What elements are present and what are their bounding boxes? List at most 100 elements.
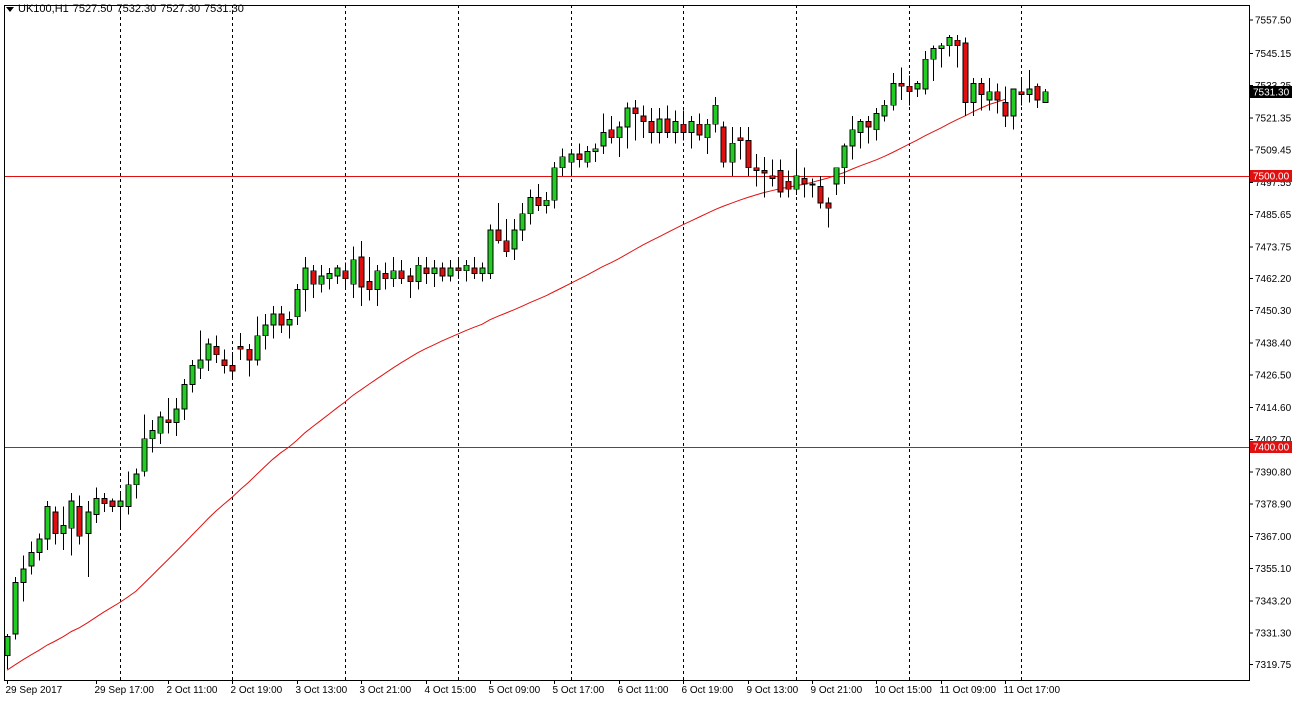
x-tick-label: 3 Oct 21:00 (360, 685, 412, 696)
candle (535, 183, 542, 212)
candle-body (503, 240, 510, 253)
candle-body (1002, 102, 1009, 117)
candle-body (407, 275, 414, 282)
candle-body (793, 175, 800, 190)
candle-body (616, 126, 623, 139)
candle-body (342, 270, 349, 280)
candle (704, 118, 711, 155)
candle (873, 108, 880, 141)
candle (624, 102, 631, 149)
candle (487, 224, 494, 279)
candle-body (197, 359, 204, 369)
candle-body (173, 408, 180, 423)
candle-body (423, 267, 430, 274)
candle-body (938, 45, 945, 49)
y-tick-label: 7319.75 (1255, 660, 1292, 671)
current-price-tag: 7531.30 (1253, 88, 1290, 99)
candle (664, 105, 671, 138)
candle (479, 262, 486, 282)
candle-body (881, 104, 888, 117)
candle (254, 316, 261, 366)
candle-body (592, 148, 599, 152)
candle-body (696, 123, 703, 136)
level-tag-label: 7400.00 (1253, 443, 1290, 454)
candle (173, 398, 180, 437)
candle (431, 259, 438, 287)
candle (76, 495, 83, 545)
candle (543, 192, 550, 214)
candle-body (712, 104, 719, 125)
x-tick-label: 29 Sep 17:00 (95, 685, 155, 696)
candle (157, 411, 164, 445)
candle (954, 34, 961, 68)
candle-body (914, 83, 921, 90)
candle (986, 78, 993, 111)
candle-body (608, 129, 615, 139)
dropdown-triangle-icon[interactable] (6, 6, 14, 12)
candle-body (398, 270, 405, 280)
candle (141, 414, 148, 477)
candle-body (519, 213, 526, 231)
candle-body (857, 121, 864, 133)
candle-body (825, 202, 832, 209)
candle-body (576, 153, 583, 160)
y-tick-label: 7331.30 (1255, 629, 1292, 640)
candle (165, 398, 172, 434)
candle-body (366, 281, 373, 291)
candle-body (632, 107, 639, 114)
y-tick-label: 7497.55 (1255, 178, 1292, 189)
candle (93, 487, 100, 523)
candle (205, 338, 212, 371)
candle-body (777, 169, 784, 193)
candle-body (1018, 91, 1025, 95)
candle (898, 67, 905, 100)
candle (1042, 89, 1049, 103)
candle-body (415, 264, 422, 282)
candle (511, 219, 518, 260)
candle-body (20, 568, 27, 583)
candle-body (962, 42, 969, 103)
candle (334, 265, 341, 285)
candle (358, 240, 365, 306)
candle (712, 97, 719, 133)
y-tick-label: 7473.75 (1255, 242, 1292, 253)
candle-body (527, 197, 534, 215)
x-tick-label: 11 Oct 09:00 (940, 685, 997, 696)
y-tick-label: 7557.50 (1255, 15, 1292, 26)
candle (753, 154, 760, 187)
candle-body (680, 123, 687, 133)
candle-body (809, 183, 816, 186)
candle-body (44, 506, 51, 540)
candle (825, 197, 832, 228)
candle (125, 471, 132, 515)
candle-body (390, 270, 397, 280)
candle (85, 501, 92, 577)
candle-body (294, 289, 301, 318)
candle-body (559, 156, 566, 169)
candle (310, 265, 317, 298)
candle (12, 576, 19, 640)
x-tick-label: 4 Oct 15:00 (425, 685, 477, 696)
candle (930, 45, 937, 81)
candle (978, 78, 985, 111)
candle-body (463, 264, 470, 272)
candle (632, 99, 639, 141)
candle-body (849, 129, 856, 147)
candle-body (753, 167, 760, 171)
candle-body (954, 39, 961, 47)
candle (817, 175, 824, 209)
candle-body (994, 91, 1001, 101)
candle-body (262, 324, 269, 337)
level-tag-bg (1250, 170, 1292, 182)
y-tick-label: 7509.45 (1255, 146, 1292, 157)
candle (672, 110, 679, 144)
candle (229, 351, 236, 380)
candle (865, 116, 872, 144)
candle (4, 633, 11, 670)
candle-body (890, 83, 897, 106)
candle (841, 143, 848, 184)
candle (60, 506, 67, 550)
candle-body (109, 500, 116, 507)
candle (890, 72, 897, 111)
